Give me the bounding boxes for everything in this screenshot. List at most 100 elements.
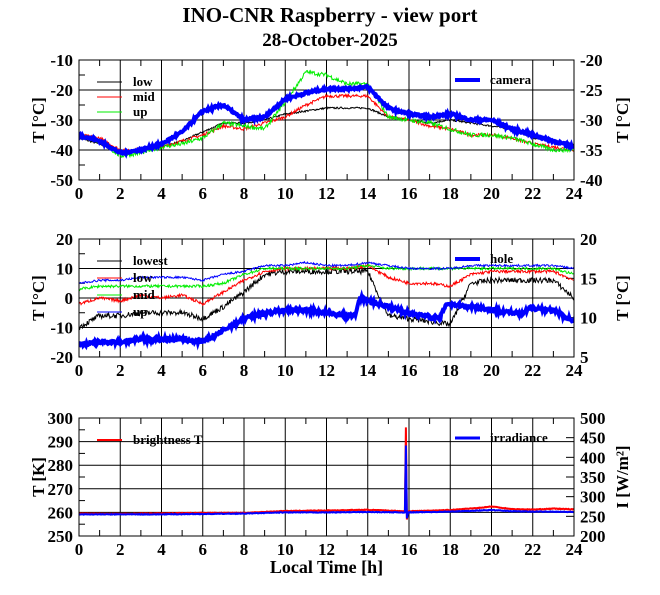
y-right-axis-label: I [W/m²]	[613, 445, 632, 508]
y-right-tick-label: 5	[580, 348, 589, 367]
y-right-tick-label: 20	[580, 230, 597, 249]
x-tick-label: 10	[277, 540, 294, 559]
y-right-tick-label: -35	[580, 141, 603, 160]
x-tick-label: 10	[277, 361, 294, 380]
legend-label: camera	[490, 72, 532, 87]
x-tick-label: 14	[359, 184, 377, 203]
x-tick-label: 4	[157, 184, 166, 203]
chart-panel-3: 0 2 4 6 8 10 12 14 16 18 20 22 242502602702802903002…	[29, 409, 632, 577]
x-tick-label: 18	[442, 540, 459, 559]
x-tick-label: 20	[483, 184, 500, 203]
y-tick-label: -50	[50, 171, 73, 190]
y-right-tick-label: 400	[580, 448, 606, 467]
x-tick-label: 16	[401, 540, 418, 559]
y-tick-label: -10	[50, 51, 73, 70]
y-tick-label: 20	[56, 230, 73, 249]
x-tick-label: 12	[318, 361, 335, 380]
plot-frame	[78, 59, 575, 181]
x-tick-label: 18	[442, 361, 459, 380]
legend-label: up	[133, 304, 147, 319]
y-right-tick-label: 450	[580, 429, 606, 448]
x-tick-label: 12	[318, 540, 335, 559]
y-right-axis-label: T [°C]	[613, 97, 632, 143]
x-tick-label: 0	[75, 184, 84, 203]
legend-label: mid	[133, 89, 155, 104]
x-tick-label: 2	[116, 184, 125, 203]
x-tick-label: 24	[566, 361, 584, 380]
x-tick-label: 0	[75, 540, 84, 559]
x-axis-label: Local Time [h]	[270, 557, 383, 577]
y-right-tick-label: 500	[580, 409, 606, 428]
x-tick-label: 6	[199, 361, 208, 380]
x-tick-label: 2	[116, 361, 125, 380]
y-right-tick-label: -25	[580, 81, 603, 100]
x-tick-label: 8	[240, 361, 249, 380]
x-tick-label: 22	[524, 540, 541, 559]
x-tick-label: 8	[240, 184, 249, 203]
y-axis-label: T [°C]	[29, 97, 48, 143]
y-right-axis-label: T [°C]	[613, 275, 632, 321]
x-tick-label: 10	[277, 184, 294, 203]
legend-label: hole	[490, 251, 513, 266]
y-tick-label: 260	[48, 503, 74, 522]
x-tick-label: 20	[483, 540, 500, 559]
x-tick-label: 22	[524, 184, 541, 203]
y-right-tick-label: 200	[580, 527, 606, 546]
series-line-brightness-T	[79, 427, 574, 520]
x-tick-label: 4	[157, 361, 166, 380]
y-right-tick-label: 15	[580, 269, 597, 288]
y-axis-label: T [°C]	[29, 275, 48, 321]
y-right-tick-label: 350	[580, 468, 606, 487]
series-line-hole	[79, 289, 574, 351]
x-tick-label: 8	[240, 540, 249, 559]
chart-title: INO-CNR Raspberry - view port	[182, 3, 478, 27]
x-tick-label: 24	[566, 184, 584, 203]
legend-label: mid	[133, 287, 155, 302]
x-tick-label: 2	[116, 540, 125, 559]
plot-frame	[78, 417, 575, 537]
series-line-mid	[79, 263, 574, 292]
y-tick-label: 280	[48, 456, 74, 475]
x-tick-label: 24	[566, 540, 584, 559]
legend-label: brightness T	[133, 432, 203, 447]
chart-date: 28-October-2025	[262, 30, 398, 51]
series-line-up	[79, 260, 574, 285]
y-right-tick-label: 300	[580, 488, 606, 507]
chart-panel-1: 0 2 4 6 8 10 12 14 16 18 20 22 24-50-40-30-20-10-40-…	[29, 51, 632, 203]
plot-frame	[78, 238, 575, 358]
series-line-irradiance	[79, 445, 574, 519]
x-tick-label: 6	[199, 540, 208, 559]
legend-label: lowest	[133, 253, 168, 268]
x-tick-label: 4	[157, 540, 166, 559]
y-right-tick-label: -30	[580, 111, 603, 130]
chart-panel-2: 0 2 4 6 8 10 12 14 16 18 20 22 24-20-10010205101520T…	[29, 230, 632, 380]
x-tick-label: 12	[318, 184, 335, 203]
y-axis-label: T [K]	[29, 457, 48, 497]
y-tick-label: -40	[50, 141, 73, 160]
y-right-tick-label: 250	[580, 507, 606, 526]
legend-label: irradiance	[490, 430, 548, 445]
x-tick-label: 16	[401, 184, 418, 203]
x-tick-label: 22	[524, 361, 541, 380]
legend-label: low	[133, 74, 153, 89]
y-tick-label: 0	[65, 289, 74, 308]
x-tick-label: 20	[483, 361, 500, 380]
y-right-tick-label: -20	[580, 51, 603, 70]
y-tick-label: -20	[50, 348, 73, 367]
x-tick-label: 0	[75, 361, 84, 380]
x-tick-label: 6	[199, 184, 208, 203]
x-tick-label: 18	[442, 184, 459, 203]
x-tick-label: 16	[401, 361, 418, 380]
y-tick-label: 250	[48, 527, 74, 546]
y-tick-label: -30	[50, 111, 73, 130]
legend-label: up	[133, 104, 147, 119]
y-tick-label: -20	[50, 81, 73, 100]
y-tick-label: 290	[48, 433, 74, 452]
x-tick-label: 14	[359, 361, 377, 380]
y-tick-label: -10	[50, 319, 73, 338]
series-line-lowest	[79, 267, 574, 331]
y-tick-label: 10	[56, 260, 73, 279]
series-line-camera	[79, 83, 574, 159]
y-tick-label: 300	[48, 409, 74, 428]
